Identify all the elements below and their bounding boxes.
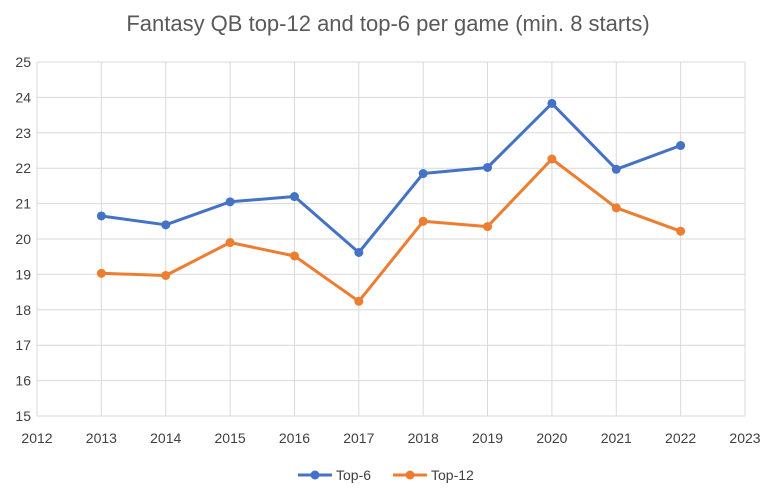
y-tick-label: 23 — [15, 125, 31, 141]
y-tick-label: 15 — [15, 408, 31, 424]
y-tick-label: 22 — [15, 160, 31, 176]
data-point — [418, 169, 428, 179]
data-point — [225, 197, 235, 207]
series-top-6 — [96, 98, 686, 257]
data-point — [547, 154, 557, 164]
data-point — [96, 211, 106, 221]
legend-marker — [310, 470, 320, 480]
data-point — [418, 216, 428, 226]
series-line — [101, 101, 682, 254]
data-point — [161, 220, 171, 230]
data-point — [161, 270, 171, 280]
data-point — [547, 98, 557, 108]
y-tick-label: 19 — [15, 266, 31, 282]
series-lines — [96, 98, 686, 306]
y-tick-label: 25 — [15, 54, 31, 70]
legend-label: Top-12 — [431, 467, 474, 483]
y-tick-label: 17 — [15, 337, 31, 353]
x-tick-label: 2020 — [536, 430, 567, 446]
data-point — [483, 162, 493, 172]
data-point — [289, 251, 299, 261]
gridlines — [36, 61, 746, 417]
y-tick-label: 20 — [15, 231, 31, 247]
x-tick-label: 2021 — [601, 430, 632, 446]
legend-item-top-6: Top-6 — [298, 467, 371, 483]
y-tick-label: 16 — [15, 373, 31, 389]
y-tick-label: 21 — [15, 196, 31, 212]
x-tick-label: 2015 — [215, 430, 246, 446]
x-tick-label: 2012 — [21, 430, 52, 446]
data-point — [611, 164, 621, 174]
data-point — [483, 222, 493, 232]
legend: Top-6 Top-12 — [298, 467, 474, 483]
x-tick-label: 2019 — [472, 430, 503, 446]
x-tick-label: 2014 — [150, 430, 181, 446]
series-top-12 — [96, 154, 686, 306]
data-point — [289, 192, 299, 202]
x-tick-label: 2017 — [343, 430, 374, 446]
x-tick-label: 2023 — [729, 430, 760, 446]
x-tick-label: 2013 — [86, 430, 117, 446]
x-axis-ticks: 2012 2013 2014 2015 2016 2017 2018 2019 2020 2021… — [21, 430, 760, 446]
data-point — [611, 203, 621, 213]
data-point — [354, 247, 364, 257]
data-point — [225, 238, 235, 248]
legend-item-top-12: Top-12 — [393, 467, 474, 483]
legend-label: Top-6 — [336, 467, 371, 483]
data-point — [96, 268, 106, 278]
chart-title: Fantasy QB top-12 and top-6 per game (mi… — [126, 11, 649, 36]
x-tick-label: 2016 — [279, 430, 310, 446]
series-line — [101, 157, 682, 303]
legend-marker — [405, 470, 415, 480]
data-point — [354, 296, 364, 306]
y-tick-label: 24 — [15, 89, 31, 105]
x-tick-label: 2022 — [665, 430, 696, 446]
x-tick-label: 2018 — [408, 430, 439, 446]
data-point — [676, 226, 686, 236]
data-point — [676, 141, 686, 151]
y-tick-label: 18 — [15, 302, 31, 318]
y-axis-ticks: 15 16 17 18 19 20 21 22 23 24 25 — [15, 54, 31, 424]
